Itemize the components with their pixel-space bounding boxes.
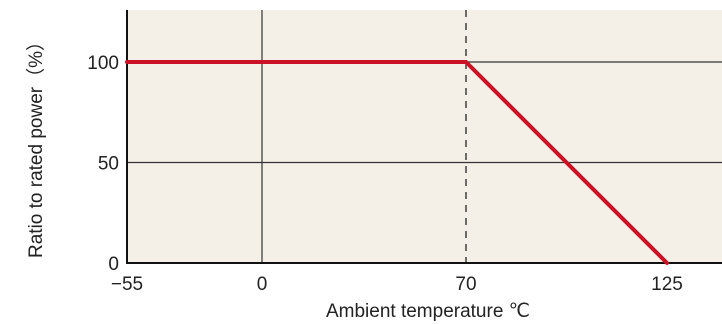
x-tick-label-70: 70 — [455, 274, 476, 295]
y-tick-label-100: 100 — [87, 53, 119, 74]
plot-background — [127, 10, 722, 263]
x-tick-label--55: −55 — [111, 274, 143, 295]
series-line-0 — [125, 60, 669, 265]
y-tick-label-50: 50 — [98, 154, 119, 175]
x-tick-label-0: 0 — [257, 274, 268, 295]
x-axis-title: Ambient temperature ℃ — [326, 301, 530, 322]
x-tick-label-125: 125 — [651, 274, 683, 295]
series-layer — [125, 60, 669, 265]
y-axis-title: Ratio to rated power（%） — [25, 32, 47, 258]
y-tick-label-0: 0 — [108, 254, 119, 275]
axes — [126, 10, 722, 264]
